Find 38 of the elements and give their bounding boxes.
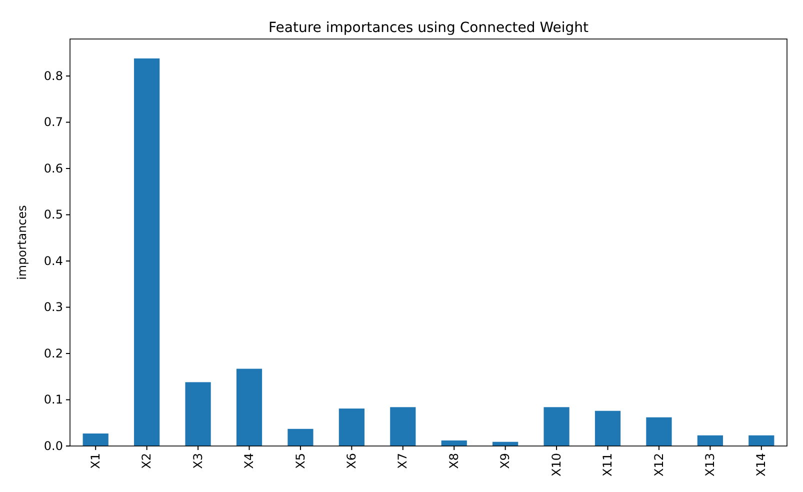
x-tick-label: X11: [600, 453, 615, 476]
y-tick-label: 0.1: [44, 392, 63, 407]
bar: [544, 407, 570, 446]
x-tick-label: X6: [344, 453, 359, 469]
x-tick-label: X12: [652, 453, 666, 476]
x-tick-label: X7: [396, 453, 410, 469]
bar: [338, 408, 364, 446]
x-tick-label: X3: [190, 453, 205, 469]
bar: [185, 382, 211, 446]
x-tick-label: X4: [242, 453, 256, 469]
bar: [390, 407, 416, 446]
x-tick-label: X9: [498, 453, 512, 469]
bar: [441, 440, 467, 446]
x-tick-label: X13: [703, 453, 718, 476]
bar: [748, 435, 774, 446]
chart-title: Feature importances using Connected Weight: [268, 20, 589, 36]
y-tick-label: 0.4: [44, 254, 63, 268]
x-tick-label: X2: [140, 453, 154, 469]
bar: [697, 435, 723, 446]
y-tick-label: 0.7: [44, 115, 63, 130]
x-tick-label: X8: [446, 453, 461, 469]
bar: [236, 368, 262, 446]
bar: [134, 58, 160, 446]
y-tick-label: 0.5: [44, 208, 63, 222]
bar: [646, 417, 672, 446]
y-tick-label: 0.3: [44, 300, 63, 314]
y-tick-label: 0.8: [44, 68, 63, 83]
x-tick-label: X14: [754, 453, 768, 476]
y-tick-label: 0.2: [44, 346, 63, 360]
y-tick-label: 0.6: [44, 161, 63, 176]
y-axis-title: importances: [15, 205, 29, 280]
y-tick-label: 0.0: [44, 438, 63, 453]
bar: [594, 410, 621, 446]
x-tick-label: X10: [549, 453, 564, 476]
bar: [288, 428, 314, 446]
x-tick-label: X5: [293, 453, 308, 469]
x-tick-label: X1: [88, 453, 102, 469]
bar: [82, 434, 108, 446]
